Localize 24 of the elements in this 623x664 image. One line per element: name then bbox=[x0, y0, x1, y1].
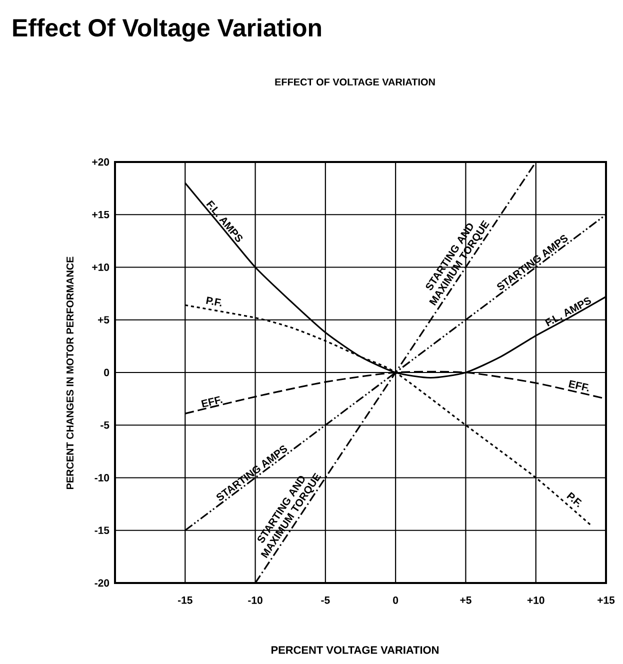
x-tick-label: -15 bbox=[178, 596, 192, 604]
y-tick-label: -5 bbox=[100, 421, 110, 429]
annotation: EFF. bbox=[201, 396, 222, 408]
x-tick-label: +15 bbox=[598, 596, 615, 604]
annotation: EFF. bbox=[568, 380, 589, 392]
y-tick-label: 0 bbox=[104, 368, 110, 376]
y-tick-label: +15 bbox=[92, 210, 110, 218]
annotation: P.F. bbox=[566, 492, 582, 508]
y-tick-label: +20 bbox=[92, 158, 110, 166]
annotation: P.F. bbox=[206, 296, 222, 306]
x-tick-label: +10 bbox=[527, 596, 544, 604]
x-tick-label: +5 bbox=[460, 596, 472, 604]
y-tick-label: -15 bbox=[94, 526, 110, 534]
x-tick-label: -10 bbox=[248, 596, 262, 604]
y-tick-label: -20 bbox=[94, 579, 110, 587]
x-axis-title: PERCENT VOLTAGE VARIATION bbox=[272, 646, 438, 654]
chart-subtitle: EFFECT OF VOLTAGE VARIATION bbox=[275, 78, 435, 86]
y-tick-label: +5 bbox=[98, 316, 110, 324]
y-tick-label: -10 bbox=[94, 474, 110, 482]
y-tick-label: +10 bbox=[92, 264, 110, 271]
x-tick-label: -5 bbox=[321, 596, 330, 604]
chart-title: Effect Of Voltage Variation bbox=[13, 18, 321, 42]
x-tick-label: 0 bbox=[393, 596, 398, 604]
y-axis-title: PERCENT CHANGES IN MOTOR PERFORMANCE bbox=[66, 256, 74, 490]
